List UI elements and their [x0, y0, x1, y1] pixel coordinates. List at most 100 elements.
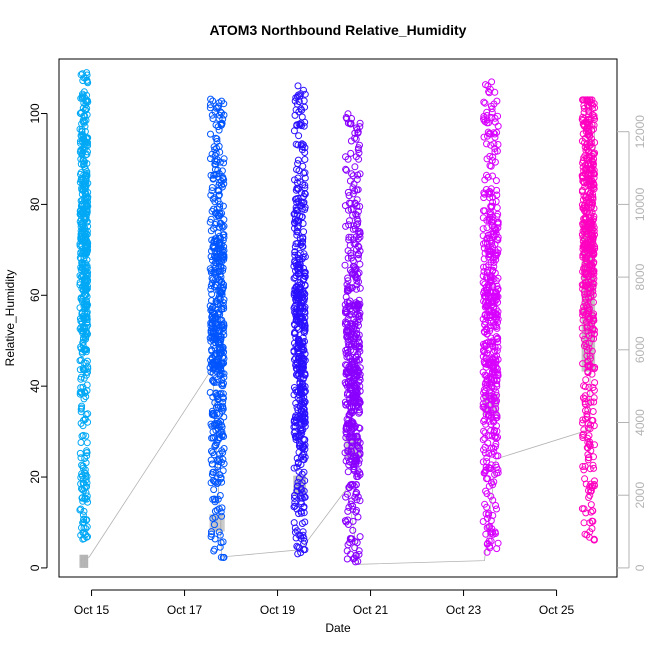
data-point — [296, 403, 304, 411]
data-point — [491, 118, 499, 126]
data-point — [301, 149, 309, 156]
data-point — [487, 420, 495, 428]
data-point — [482, 81, 489, 89]
data-point — [587, 186, 595, 194]
x-tick-label: Oct 19 — [260, 603, 296, 617]
data-point — [79, 264, 87, 272]
data-point — [341, 320, 349, 328]
data-point — [213, 480, 221, 487]
data-point — [578, 324, 586, 332]
data-point — [215, 187, 223, 195]
data-point — [207, 95, 215, 103]
data-point — [348, 170, 356, 178]
data-point — [215, 192, 223, 200]
data-point — [479, 436, 487, 444]
data-point — [209, 175, 217, 183]
data-point — [301, 518, 309, 526]
data-point — [294, 141, 302, 149]
data-point — [356, 228, 364, 236]
data-point — [214, 253, 222, 260]
data-point — [78, 225, 86, 233]
data-point — [356, 284, 364, 292]
data-point — [219, 390, 227, 398]
data-point — [483, 239, 491, 247]
data-point — [493, 204, 501, 212]
data-point — [77, 207, 85, 215]
data-point — [342, 293, 350, 301]
data-point — [343, 353, 351, 361]
data-point — [493, 505, 500, 513]
data-point — [355, 296, 363, 304]
data-point — [213, 135, 221, 143]
data-point — [479, 518, 487, 525]
data-point — [80, 143, 88, 151]
data-point — [486, 162, 494, 170]
data-point — [301, 169, 309, 177]
data-point — [293, 228, 301, 236]
data-point — [489, 172, 496, 180]
data-point — [579, 130, 587, 138]
data-point — [584, 406, 592, 414]
data-point — [82, 106, 90, 114]
data-point — [290, 464, 298, 472]
data-point — [291, 258, 299, 266]
data-point — [297, 315, 305, 323]
data-point — [580, 109, 588, 117]
data-point — [355, 406, 363, 414]
data-point — [343, 319, 351, 327]
data-point — [352, 383, 360, 391]
data-point — [480, 358, 488, 366]
data-point — [207, 155, 214, 163]
data-point — [298, 239, 306, 247]
data-point — [354, 403, 362, 411]
data-point — [220, 234, 228, 241]
data-point — [587, 508, 595, 516]
data-point — [219, 328, 227, 335]
data-point — [216, 434, 224, 442]
data-point — [216, 339, 224, 347]
data-point — [218, 119, 226, 127]
data-point — [587, 160, 595, 168]
data-point — [83, 278, 91, 286]
series-cluster — [578, 96, 599, 544]
x-tick-label: Oct 15 — [74, 603, 110, 617]
data-point — [210, 378, 217, 385]
data-point — [80, 182, 87, 190]
data-point — [481, 387, 489, 395]
data-point — [219, 382, 227, 390]
data-point — [354, 557, 362, 565]
data-point — [493, 97, 501, 105]
data-point — [352, 285, 360, 293]
data-point — [587, 100, 595, 108]
y2-tick-label: 4000 — [633, 409, 647, 436]
x-axis-label: Date — [325, 621, 351, 635]
data-point — [342, 518, 350, 526]
data-point — [588, 319, 596, 327]
data-point — [77, 230, 85, 238]
data-point — [79, 222, 87, 230]
data-point — [218, 291, 226, 298]
data-point — [300, 228, 308, 236]
data-point — [292, 365, 300, 373]
data-point — [207, 269, 215, 277]
data-point — [480, 207, 487, 215]
data-point — [490, 140, 498, 148]
data-point — [79, 118, 87, 126]
data-point — [83, 308, 91, 316]
data-point — [483, 381, 491, 389]
y2-tick-label: 2000 — [633, 482, 647, 509]
data-point — [488, 296, 496, 304]
data-point — [492, 177, 500, 185]
data-point — [82, 483, 90, 491]
data-point — [208, 319, 216, 327]
data-point — [355, 269, 363, 277]
series-cluster — [76, 69, 92, 543]
data-point — [586, 361, 594, 369]
data-point — [345, 206, 352, 214]
data-point — [208, 290, 216, 298]
y-axis: 0 20 40 60 80 100 — [28, 103, 48, 571]
data-point — [216, 200, 224, 208]
data-point — [347, 233, 355, 241]
data-point — [342, 114, 350, 121]
data-point — [76, 449, 84, 457]
